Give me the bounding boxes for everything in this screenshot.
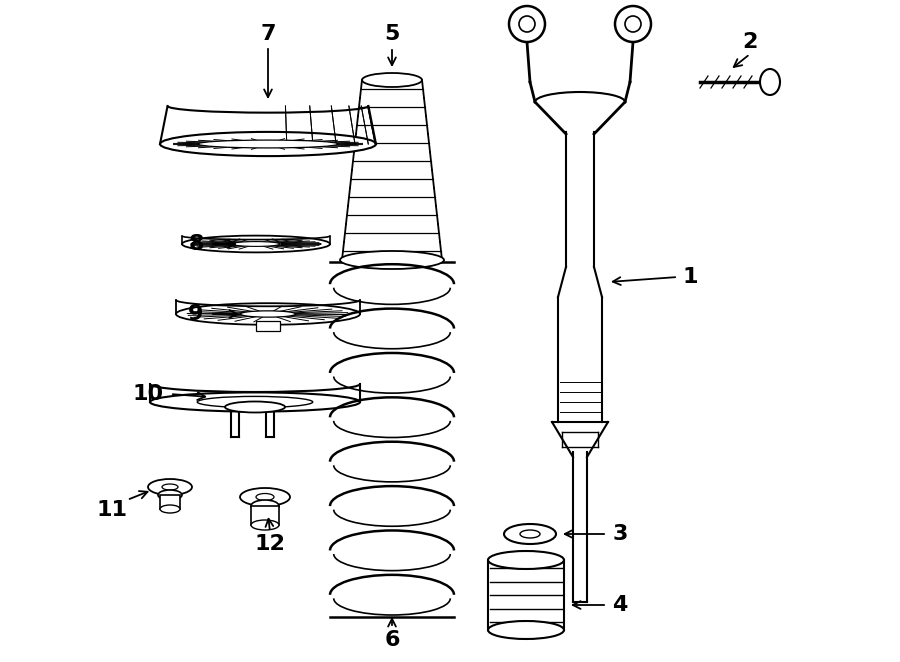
Text: 7: 7	[260, 24, 275, 44]
Ellipse shape	[158, 490, 182, 500]
Ellipse shape	[150, 393, 360, 412]
Ellipse shape	[362, 73, 422, 87]
Ellipse shape	[240, 488, 290, 506]
Ellipse shape	[340, 251, 444, 269]
Text: 6: 6	[384, 630, 400, 650]
Text: 12: 12	[255, 534, 285, 554]
Ellipse shape	[520, 530, 540, 538]
Ellipse shape	[148, 479, 192, 495]
Ellipse shape	[197, 397, 313, 408]
Ellipse shape	[160, 505, 180, 513]
Circle shape	[509, 6, 545, 42]
Ellipse shape	[225, 401, 285, 412]
Text: 1: 1	[682, 267, 698, 287]
FancyBboxPatch shape	[160, 495, 180, 509]
Ellipse shape	[251, 520, 279, 530]
Ellipse shape	[760, 69, 780, 95]
Text: 9: 9	[188, 304, 203, 324]
Text: 3: 3	[612, 524, 627, 544]
Ellipse shape	[176, 303, 360, 325]
Text: 11: 11	[96, 500, 128, 520]
Ellipse shape	[488, 551, 564, 569]
Text: 2: 2	[742, 32, 758, 52]
FancyBboxPatch shape	[251, 506, 279, 525]
Ellipse shape	[162, 484, 178, 490]
Ellipse shape	[232, 242, 280, 246]
Ellipse shape	[504, 524, 556, 544]
Ellipse shape	[488, 621, 564, 639]
Circle shape	[615, 6, 651, 42]
Ellipse shape	[160, 132, 376, 156]
Text: 5: 5	[384, 24, 400, 44]
Circle shape	[625, 16, 641, 32]
Ellipse shape	[182, 236, 330, 252]
Ellipse shape	[256, 493, 274, 500]
FancyBboxPatch shape	[256, 321, 280, 331]
Circle shape	[519, 16, 535, 32]
Ellipse shape	[251, 500, 279, 512]
Text: 4: 4	[612, 595, 627, 615]
Text: 10: 10	[132, 384, 164, 404]
Ellipse shape	[198, 140, 338, 148]
Ellipse shape	[240, 311, 295, 317]
Text: 8: 8	[188, 234, 203, 254]
